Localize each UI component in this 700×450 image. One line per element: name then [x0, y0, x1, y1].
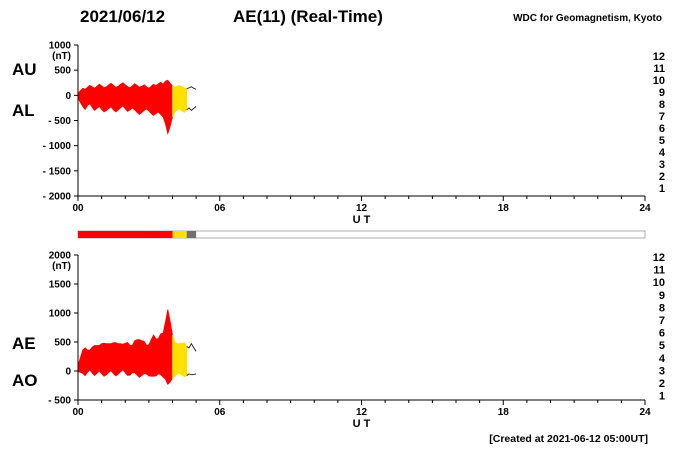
chart-text: 7 — [659, 111, 665, 123]
chart-text: 24 — [639, 203, 651, 214]
plot-date: 2021/06/12 — [80, 7, 166, 26]
trace-fill — [77, 309, 173, 385]
chart-text: 1000 — [49, 309, 72, 320]
chart-text: 11 — [653, 63, 665, 75]
chart-text: 9 — [659, 87, 665, 99]
chart-text: 18 — [498, 203, 510, 214]
trace-upper-line — [186, 342, 197, 352]
chart-text: 06 — [214, 407, 226, 418]
chart-text: 06 — [214, 203, 226, 214]
label-au: AU — [12, 60, 37, 79]
chart-text: 6 — [659, 123, 665, 135]
chart-text: 1500 — [49, 280, 72, 291]
chart-text: 3 — [659, 159, 665, 171]
chart-text: 7 — [659, 315, 665, 327]
axis-lines — [77, 45, 645, 197]
chart-text: 5 — [659, 135, 665, 147]
chart-text: U T — [353, 214, 371, 226]
chart-text: 8 — [659, 99, 665, 111]
label-al: AL — [12, 101, 35, 120]
chart-text: 12 — [653, 51, 665, 63]
chart-text: 00 — [72, 407, 84, 418]
chart-text: 2 — [659, 378, 665, 390]
chart-text: 1 — [659, 183, 665, 195]
chart-text: - 1500 — [43, 166, 72, 177]
chart-text: 4 — [659, 353, 666, 365]
chart-text: 1000 — [49, 41, 72, 52]
axis-lines — [77, 255, 645, 401]
chart-text: 6 — [659, 328, 665, 340]
chart-text: 12 — [356, 203, 368, 214]
availability-bar-segment — [172, 231, 187, 238]
panel-ae-ao: 2000 1500 1000 500 0 - 500 (nT) 00 06 12 18 24 U T — [48, 251, 651, 431]
chart-text: - 500 — [48, 116, 71, 127]
chart-text: 18 — [498, 407, 510, 418]
panel-au-al: 1000 500 0 - 500 - 1000 - 1500 - 2000 (nT) 00 06 1… — [43, 41, 651, 227]
chart-text: 10 — [653, 75, 665, 87]
chart-text: 0 — [65, 91, 71, 102]
chart-text: 9 — [659, 290, 665, 302]
chart-text: (nT) — [52, 261, 71, 272]
trace-fill — [172, 84, 188, 118]
chart-text: 4 — [659, 147, 666, 159]
availability-bar-segment — [186, 231, 197, 238]
trace-fill — [172, 334, 188, 379]
chart-text: 12 — [356, 407, 368, 418]
chart-text: (nT) — [52, 51, 71, 62]
chart-text: U T — [353, 418, 371, 430]
chart-text: 24 — [639, 407, 651, 418]
label-ao: AO — [12, 371, 38, 390]
chart-text: 0 — [65, 367, 71, 378]
plot-title: AE(11) (Real-Time) — [233, 7, 383, 26]
chart-text: 00 — [72, 203, 84, 214]
availability-bar — [77, 230, 646, 239]
chart-text: 500 — [54, 66, 71, 77]
availability-bar-segment — [78, 231, 173, 238]
chart-text: 10 — [653, 277, 665, 289]
chart-text: 12 — [653, 252, 665, 264]
chart-text: 11 — [653, 265, 665, 277]
trace-lower-line — [186, 373, 197, 377]
data-source: WDC for Geomagnetism, Kyoto — [513, 13, 662, 24]
chart-text: - 1000 — [43, 141, 72, 152]
trace-lower-line — [186, 106, 197, 112]
chart-text: 8 — [659, 302, 665, 314]
created-timestamp: [Created at 2021-06-12 05:00UT] — [489, 433, 648, 445]
trace-upper-line — [186, 86, 197, 90]
trace-fill — [77, 79, 173, 136]
chart-text: 1 — [659, 391, 665, 403]
chart-text: 2 — [659, 171, 665, 183]
chart-text: - 500 — [48, 396, 71, 407]
label-ae: AE — [12, 334, 36, 353]
chart-text: 2000 — [49, 251, 72, 262]
chart-text: - 2000 — [43, 192, 72, 203]
chart-text: 500 — [54, 338, 71, 349]
chart-text: 5 — [659, 340, 665, 352]
chart-text: 3 — [659, 365, 665, 377]
